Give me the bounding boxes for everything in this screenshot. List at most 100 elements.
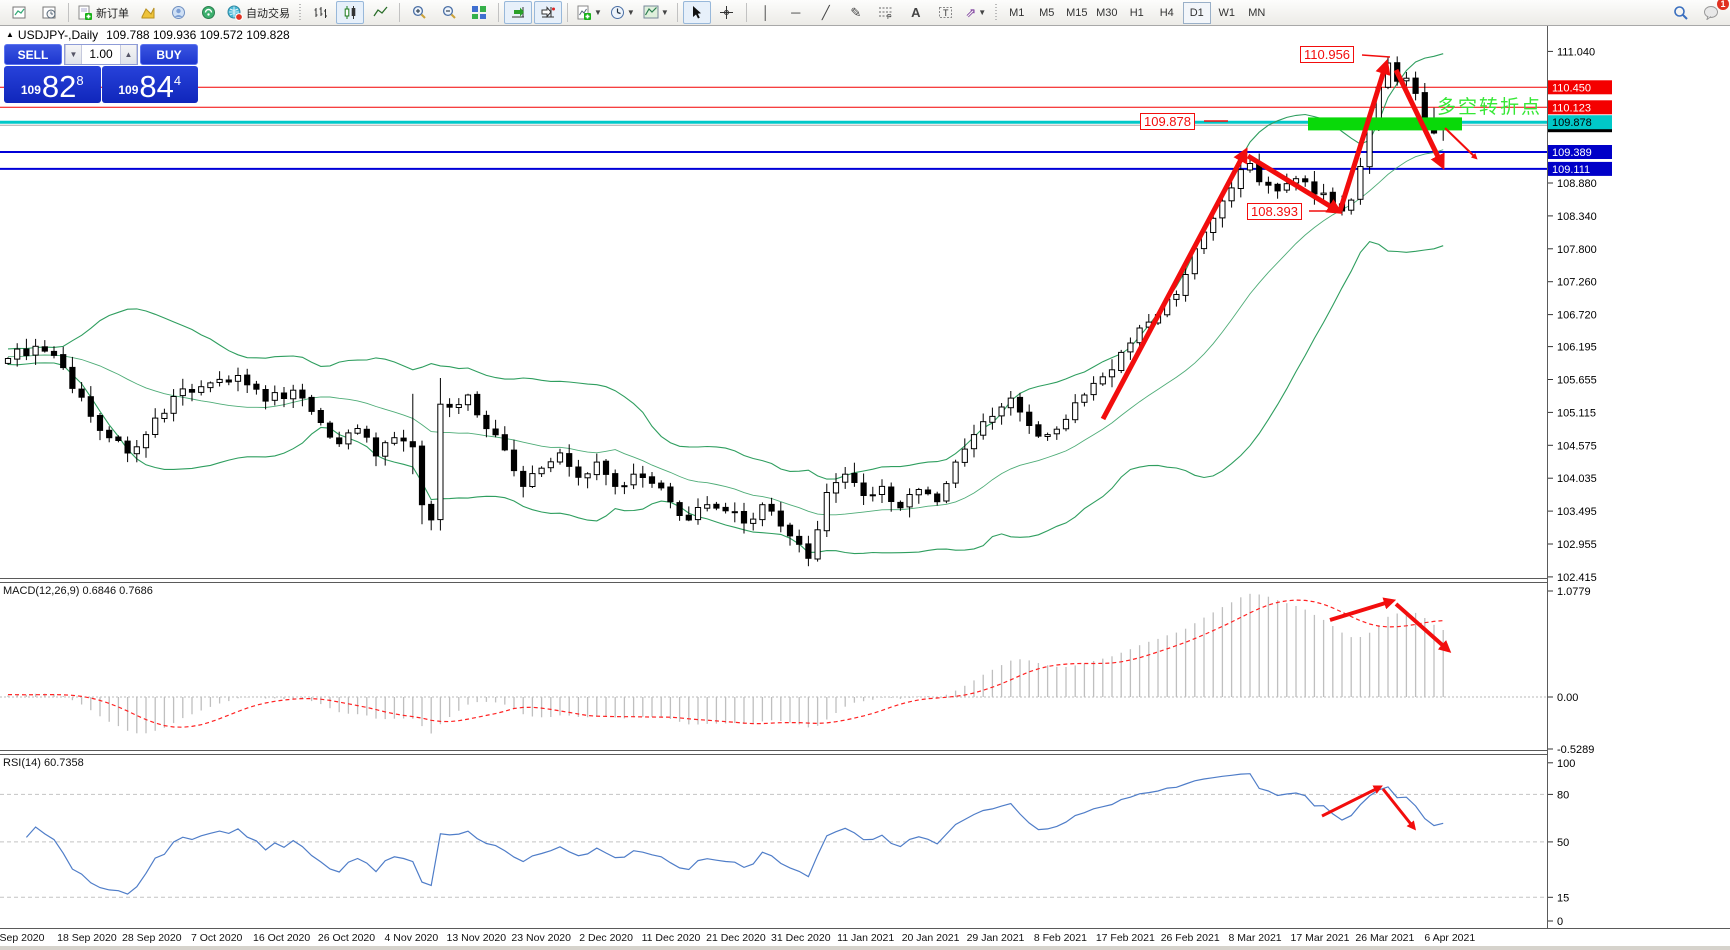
candlestick-chart-button[interactable] — [336, 1, 364, 24]
horizontal-line-tool[interactable]: ─ — [782, 1, 810, 24]
trend-arrow[interactable] — [1329, 597, 1397, 622]
date-label: 11 Jan 2021 — [837, 932, 894, 944]
price-level-badge-label: 110.123 — [1552, 102, 1591, 114]
support-zone-rectangle[interactable] — [1308, 117, 1462, 131]
timeframe-d1[interactable]: D1 — [1182, 1, 1211, 24]
one-click-collapse-icon[interactable]: ▲ — [6, 30, 14, 39]
trendline-tool[interactable]: ╱ — [812, 1, 840, 24]
line-chart-button[interactable] — [366, 1, 394, 24]
periods-button[interactable]: ▼ — [607, 1, 638, 24]
candle — [345, 432, 352, 445]
channel-tool[interactable]: ✎ — [842, 1, 870, 24]
text-tool[interactable]: A — [902, 1, 930, 24]
annotation-turning-point-text[interactable]: 多空转折点 — [1437, 97, 1543, 118]
new-order-icon — [78, 5, 92, 20]
vertical-line-icon: │ — [761, 5, 770, 20]
candle — [1016, 396, 1024, 413]
timeframe-m30[interactable]: M30 — [1096, 6, 1118, 19]
date-label: 2 Dec 2020 — [579, 932, 633, 944]
cursor-tool-button[interactable] — [682, 1, 711, 24]
candle — [1329, 191, 1336, 204]
horizontal-level-lines[interactable] — [0, 86, 1547, 170]
candle — [1421, 92, 1428, 119]
fibonacci-tool[interactable]: F — [872, 1, 900, 24]
bar-chart-button[interactable] — [306, 1, 334, 24]
candle — [1219, 200, 1226, 219]
price-tick-label: 105.655 — [1557, 375, 1597, 387]
indicators-button[interactable]: ▼ — [573, 1, 605, 24]
candle — [290, 389, 297, 400]
label-tool[interactable]: T — [932, 1, 960, 24]
price-tick-label: 108.880 — [1557, 178, 1597, 190]
trend-arrow[interactable] — [1394, 602, 1452, 653]
timeframe-m5[interactable]: M5 — [1039, 6, 1055, 19]
rsi-trend-arrows[interactable] — [1321, 785, 1417, 831]
templates-button[interactable]: ▼ — [640, 1, 672, 24]
ask-price-cell[interactable]: 109 84 4 — [101, 66, 198, 103]
timeframe-h4[interactable]: H4 — [1159, 6, 1174, 19]
main-toolbar: 新订单 自动交易 ▼ ▼ — [0, 0, 1730, 26]
annotation-trough-price[interactable]: 108.393 — [1247, 203, 1302, 220]
crosshair-tool-button[interactable] — [713, 1, 741, 24]
chart-profiles-button[interactable] — [35, 1, 63, 24]
navigator-button[interactable] — [164, 1, 192, 24]
annotation-peak-price[interactable]: 110.956 — [1300, 46, 1355, 63]
candle — [878, 485, 886, 495]
tile-windows-button[interactable] — [465, 1, 493, 24]
price-axis[interactable]: 111.040 108.880 108.340 107.800 107.260 106.7… — [1548, 46, 1612, 584]
candle — [998, 406, 1005, 417]
rsi-axis[interactable]: 100 80 50 15 0 — [1548, 758, 1575, 928]
macd-axis[interactable]: 1.0779 0.00 -0.5289 — [1548, 586, 1594, 756]
search-button[interactable] — [1667, 1, 1695, 24]
timeframe-m1[interactable]: M1 — [1009, 6, 1025, 19]
timeframe-mn[interactable]: MN — [1248, 6, 1266, 19]
buy-button[interactable]: BUY — [140, 44, 198, 65]
date-label: 8 Feb 2021 — [1034, 932, 1087, 944]
volume-value[interactable]: 1.00 — [89, 47, 113, 61]
trend-arrow[interactable] — [1321, 785, 1383, 818]
toolbar-grip[interactable] — [993, 3, 999, 22]
timeframe-h1[interactable]: H1 — [1129, 6, 1144, 19]
terminal-button[interactable] — [194, 1, 222, 24]
timeframe-w1[interactable]: W1 — [1218, 6, 1236, 19]
annotation-support-price[interactable]: 109.878 — [1140, 113, 1195, 130]
trend-arrow[interactable] — [1393, 68, 1445, 170]
trend-arrow[interactable] — [1381, 788, 1417, 831]
trend-arrow[interactable] — [1100, 147, 1248, 421]
vertical-line-tool[interactable]: │ — [752, 1, 780, 24]
market-watch-button[interactable] — [134, 1, 162, 24]
trend-arrow[interactable] — [1337, 58, 1391, 212]
candle — [87, 396, 94, 417]
volume-increase-button[interactable]: ▲ — [120, 45, 137, 64]
date-axis[interactable]: Sep 2020 18 Sep 2020 28 Sep 2020 7 Oct 2020… — [0, 932, 1475, 944]
pane-separators[interactable] — [0, 26, 1730, 929]
main-trend-arrows[interactable] — [1100, 58, 1478, 421]
date-label: 13 Nov 2020 — [447, 932, 507, 944]
trend-arrow[interactable] — [1444, 127, 1478, 160]
chart-shift-button[interactable] — [534, 1, 562, 24]
candle — [685, 514, 692, 521]
notifications-button[interactable]: 1 — [1697, 0, 1729, 24]
sell-button[interactable]: SELL — [4, 44, 62, 65]
candle — [722, 506, 729, 512]
zoom-in-button[interactable] — [405, 1, 433, 24]
candle — [1357, 166, 1364, 200]
candle — [1062, 418, 1070, 430]
autotrading-button[interactable]: 自动交易 — [224, 1, 293, 24]
zoom-out-button[interactable] — [435, 1, 463, 24]
timeframe-m15[interactable]: M15 — [1066, 6, 1088, 19]
new-order-button[interactable]: 新订单 — [74, 1, 132, 24]
candle — [69, 366, 76, 389]
new-chart-button[interactable] — [5, 1, 33, 24]
bid-price-cell[interactable]: 109 82 8 — [4, 66, 101, 103]
macd-trend-arrows[interactable] — [1329, 597, 1452, 653]
volume-decrease-button[interactable]: ▼ — [65, 45, 82, 64]
candle — [188, 389, 196, 393]
arrows-tool[interactable]: ⇗ ▼ — [962, 1, 990, 24]
price-tick-label: 111.040 — [1557, 46, 1595, 58]
auto-scroll-button[interactable] — [504, 1, 532, 24]
volume-stepper: ▼ 1.00 ▲ — [64, 44, 138, 65]
trend-arrow[interactable] — [1246, 153, 1343, 214]
toolbar-grip[interactable] — [297, 3, 302, 22]
